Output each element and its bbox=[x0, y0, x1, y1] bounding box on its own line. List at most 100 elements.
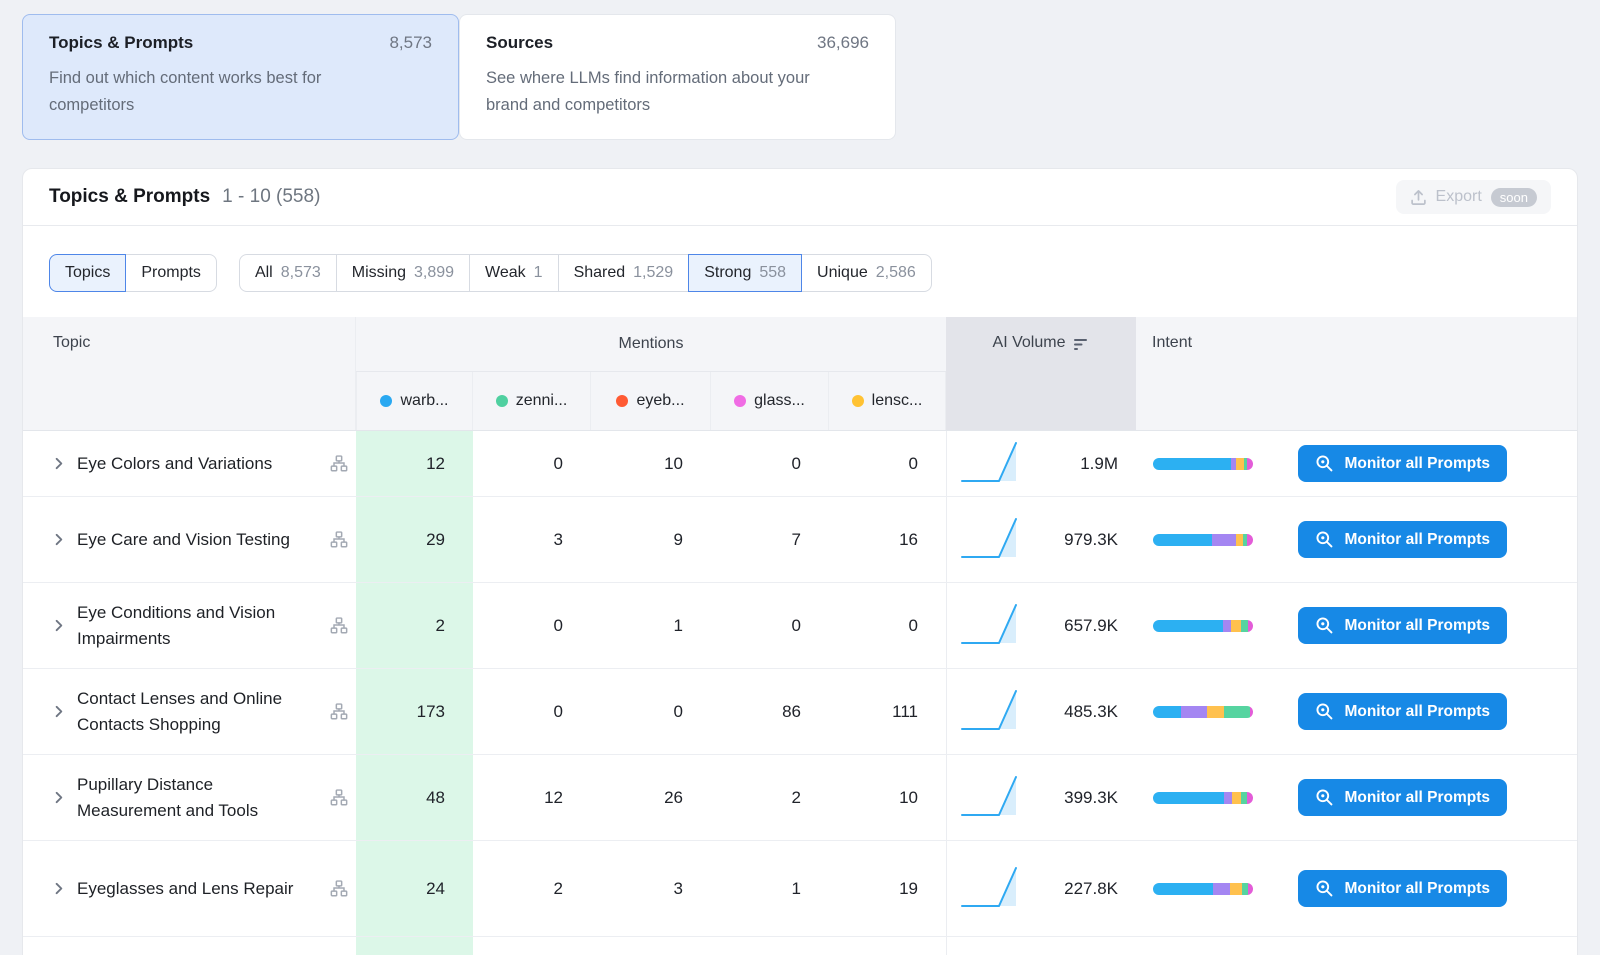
topic-name[interactable]: Eye Conditions and Vision Impairments bbox=[77, 600, 320, 651]
competitor-label: lensc... bbox=[872, 392, 923, 410]
monitor-all-prompts-button[interactable]: Monitor all Prompts bbox=[1298, 693, 1507, 730]
mentions-value: 2 bbox=[356, 583, 473, 668]
magnifier-icon bbox=[1315, 702, 1334, 721]
toggle-topics[interactable]: Topics bbox=[49, 254, 126, 292]
filter-unique[interactable]: Unique 2,586 bbox=[801, 254, 932, 292]
monitor-button-label: Monitor all Prompts bbox=[1344, 617, 1490, 635]
expand-chevron-icon[interactable] bbox=[51, 704, 67, 719]
export-label: Export bbox=[1436, 188, 1482, 206]
filter-shared[interactable]: Shared1,529 bbox=[558, 254, 690, 292]
mentions-value: 1 bbox=[711, 841, 829, 936]
export-icon bbox=[1410, 189, 1427, 206]
monitor-all-prompts-button[interactable]: Monitor all Prompts bbox=[1298, 607, 1507, 644]
subtopics-tree-icon[interactable] bbox=[330, 617, 348, 634]
competitor-column-header[interactable]: warb... bbox=[356, 372, 473, 430]
export-button[interactable]: Export soon bbox=[1396, 180, 1551, 214]
intent-distribution-bar bbox=[1153, 706, 1253, 718]
monitor-all-prompts-button[interactable]: Monitor all Prompts bbox=[1298, 521, 1507, 558]
topic-name[interactable]: Eyeglasses and Lens Repair bbox=[77, 876, 320, 902]
competitor-column-header[interactable]: eyeb... bbox=[591, 372, 711, 430]
mentions-value: 9 bbox=[591, 497, 711, 582]
filter-all[interactable]: All8,573 bbox=[239, 254, 337, 292]
summary-card-topics-prompts[interactable]: Topics & Prompts8,573Find out which cont… bbox=[22, 14, 459, 140]
segment-label: Topics bbox=[65, 264, 110, 282]
topic-name[interactable]: Pupillary Distance Measurement and Tools bbox=[77, 772, 320, 823]
subtopics-tree-icon[interactable] bbox=[330, 703, 348, 720]
expand-chevron-icon[interactable] bbox=[51, 618, 67, 633]
intent-distribution-bar bbox=[1153, 458, 1253, 470]
ai-volume-value: 979.3K bbox=[1064, 530, 1118, 550]
table-header: Topic Mentions warb...zenni...eyeb...gla… bbox=[23, 317, 1577, 431]
segment-label: Shared bbox=[574, 264, 626, 282]
expand-chevron-icon[interactable] bbox=[51, 532, 67, 547]
topic-name[interactable]: Eye Care and Vision Testing bbox=[77, 527, 320, 553]
mentions-value: 24 bbox=[356, 841, 473, 936]
sort-descending-icon bbox=[1074, 339, 1089, 351]
segment-label: Missing bbox=[352, 264, 406, 282]
table-row: Eye Care and Vision Testing 29 3 9 7 16 bbox=[23, 497, 1577, 583]
expand-chevron-icon[interactable] bbox=[51, 881, 67, 896]
mentions-value: 0 bbox=[829, 583, 946, 668]
mentions-value: 0 bbox=[473, 583, 591, 668]
filter-bar: TopicsPrompts All8,573Missing3,899Weak1S… bbox=[23, 226, 1577, 292]
table-row: Eyeglasses and Lens Repair 24 2 3 1 19 bbox=[23, 841, 1577, 937]
mentions-value: 173 bbox=[356, 669, 473, 754]
mentions-value: 0 bbox=[829, 431, 946, 496]
competitor-column-header[interactable]: lensc... bbox=[829, 372, 946, 430]
monitor-all-prompts-button[interactable]: Monitor all Prompts bbox=[1298, 445, 1507, 482]
competitor-color-dot bbox=[380, 395, 392, 407]
ai-volume-value: 399.3K bbox=[1064, 788, 1118, 808]
view-toggle: Topics Prompts bbox=[49, 254, 217, 292]
card-description: Find out which content works best for co… bbox=[49, 65, 409, 118]
ai-volume-label: AI Volume bbox=[993, 334, 1066, 352]
segment-label: Unique bbox=[817, 264, 868, 282]
strength-filters: All8,573Missing3,899Weak1Shared1,529Stro… bbox=[239, 254, 932, 292]
panel-header: Topics & Prompts 1 - 10 (558) Export soo… bbox=[23, 169, 1577, 226]
monitor-all-prompts-button[interactable]: Monitor all Prompts bbox=[1298, 870, 1507, 907]
expand-chevron-icon[interactable] bbox=[51, 790, 67, 805]
soon-badge: soon bbox=[1491, 188, 1537, 207]
subtopics-tree-icon[interactable] bbox=[330, 455, 348, 472]
subtopics-tree-icon[interactable] bbox=[330, 789, 348, 806]
filter-missing[interactable]: Missing 3,899 bbox=[336, 254, 470, 292]
mentions-value: 7 bbox=[711, 497, 829, 582]
subtopics-tree-icon[interactable] bbox=[330, 531, 348, 548]
ai-volume-value: 227.8K bbox=[1064, 879, 1118, 899]
topics-prompts-panel: Topics & Prompts 1 - 10 (558) Export soo… bbox=[22, 168, 1578, 955]
competitor-color-dot bbox=[496, 395, 508, 407]
column-header-ai-volume[interactable]: AI Volume bbox=[946, 317, 1136, 430]
magnifier-icon bbox=[1315, 454, 1334, 473]
mentions-value: 86 bbox=[711, 669, 829, 754]
subtopics-tree-icon[interactable] bbox=[330, 880, 348, 897]
topic-name[interactable]: Contact Lenses and Online Contacts Shopp… bbox=[77, 686, 320, 737]
ai-volume-value: 1.9M bbox=[1080, 454, 1118, 474]
segment-label: Strong bbox=[704, 264, 751, 282]
mentions-value: 1 bbox=[591, 583, 711, 668]
segment-count: 3,899 bbox=[414, 264, 454, 282]
table-row: Eye Colors and Variations 12 0 10 0 0 bbox=[23, 431, 1577, 497]
competitor-column-header[interactable]: zenni... bbox=[473, 372, 591, 430]
topic-name[interactable]: Eye Colors and Variations bbox=[77, 451, 320, 477]
trend-sparkline bbox=[959, 600, 1021, 651]
column-header-topic: Topic bbox=[23, 317, 356, 430]
monitor-all-prompts-button[interactable]: Monitor all Prompts bbox=[1298, 779, 1507, 816]
monitor-button-label: Monitor all Prompts bbox=[1344, 880, 1490, 898]
mentions-value: 2 bbox=[711, 755, 829, 840]
competitor-color-dot bbox=[852, 395, 864, 407]
ai-volume-value: 657.9K bbox=[1064, 616, 1118, 636]
expand-chevron-icon[interactable] bbox=[51, 456, 67, 471]
filter-weak[interactable]: Weak1 bbox=[469, 254, 559, 292]
mentions-value: 19 bbox=[829, 841, 946, 936]
summary-card-sources[interactable]: Sources36,696See where LLMs find informa… bbox=[459, 14, 896, 140]
card-title: Topics & Prompts bbox=[49, 33, 193, 53]
mentions-value: 3 bbox=[591, 841, 711, 936]
segment-count: 2,586 bbox=[876, 264, 916, 282]
mentions-value: 2 bbox=[473, 841, 591, 936]
filter-strong[interactable]: Strong 558 bbox=[688, 254, 802, 292]
competitor-label: warb... bbox=[400, 392, 448, 410]
monitor-button-label: Monitor all Prompts bbox=[1344, 789, 1490, 807]
toggle-prompts[interactable]: Prompts bbox=[125, 254, 217, 292]
competitor-label: zenni... bbox=[516, 392, 568, 410]
competitor-column-header[interactable]: glass... bbox=[711, 372, 829, 430]
segment-count: 558 bbox=[759, 264, 786, 282]
